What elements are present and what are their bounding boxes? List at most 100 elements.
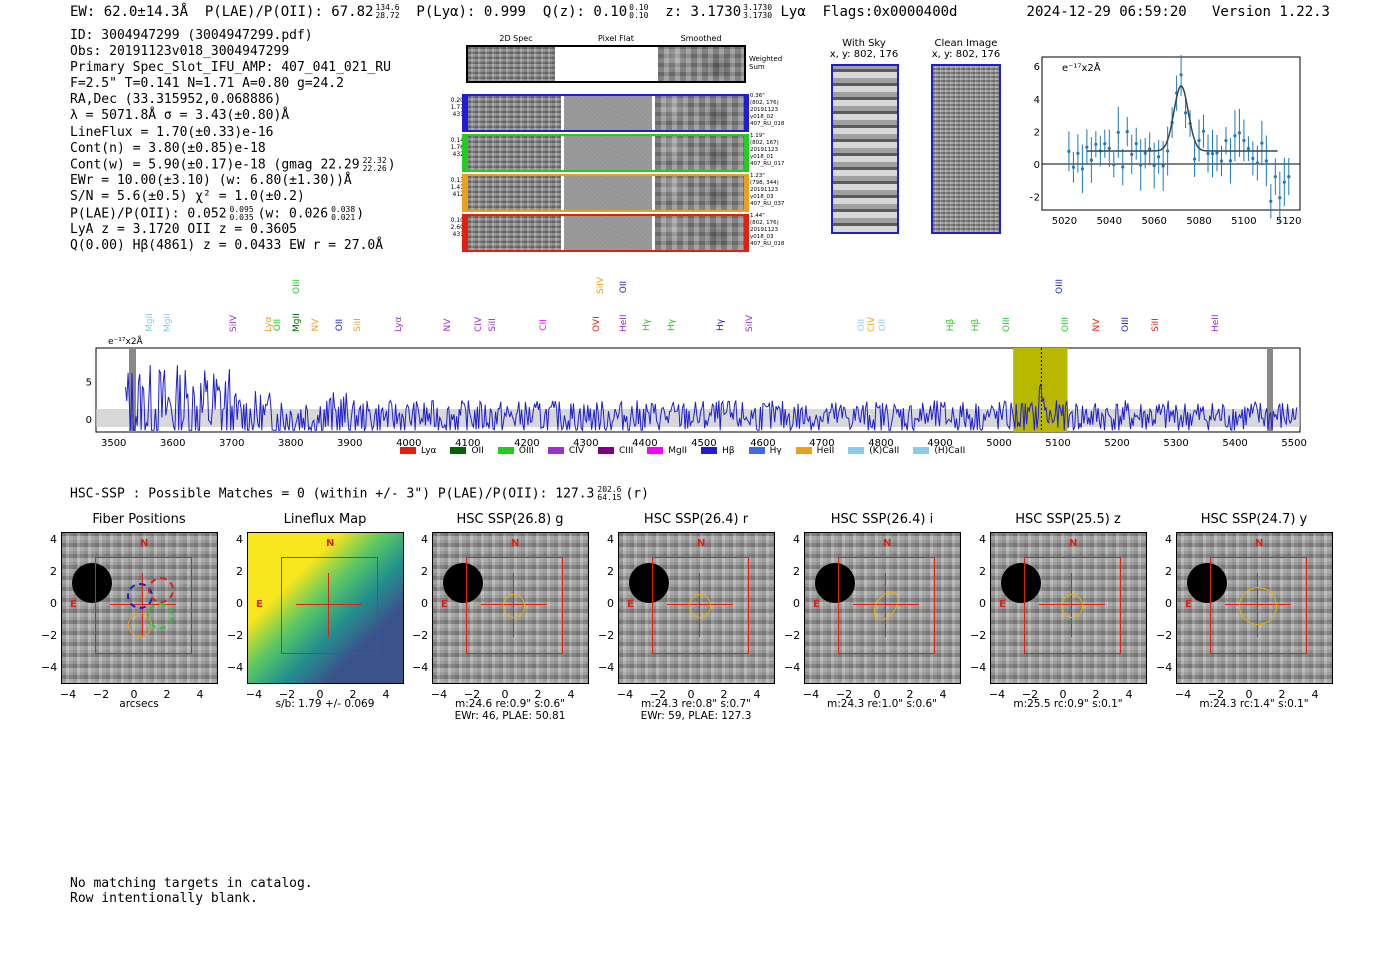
info-contw-row: Cont(w) = 5.90(±0.17)e-18 (gmag 22.29 22.… xyxy=(70,156,396,174)
hsc-x-tick: 0 xyxy=(501,688,509,701)
fiber-date: 20191123 xyxy=(750,147,778,153)
hsc-y-tick: −4 xyxy=(598,661,615,674)
info-plae-w-hi: 0.038 xyxy=(331,204,356,214)
col-smoothed: Smoothed xyxy=(680,34,722,43)
hsc-y-tick: −4 xyxy=(784,661,801,674)
info-primary: Primary Spec_Slot_IFU_AMP: 407_041_021_R… xyxy=(70,60,391,76)
info-sn: S/N = 5.6(±0.5) χ² = 1.0(±0.2) xyxy=(70,189,305,205)
fov-square xyxy=(281,557,378,654)
hsc-y-tick: 2 xyxy=(50,565,57,578)
spectrum-legend: Lyα OII OIII CIV CIII MgII Hβ Hγ HeII (K)CaII (H)C… xyxy=(400,446,979,456)
hsc-caption-2: EWr: 59, PLAE: 127.3 xyxy=(640,710,752,722)
qz-lo: 0.10 xyxy=(629,11,649,20)
spec2d-panel: 2D Spec Pixel Flat Smoothed Weighted Sum … xyxy=(451,34,806,254)
legend-label: (H)CaII xyxy=(934,446,966,456)
zoom-point xyxy=(1179,73,1183,77)
compass-north: N xyxy=(883,538,892,549)
fov-square xyxy=(838,557,935,654)
emission-line-label: OIII xyxy=(1055,278,1066,294)
compass-north: N xyxy=(140,538,149,549)
fiber-2d-image xyxy=(468,136,561,170)
emission-line-label: SiIV xyxy=(228,314,239,332)
zoom-x-tick: 5060 xyxy=(1141,216,1166,227)
hsc-panel-title: HSC SSP(26.8) g xyxy=(456,512,564,527)
compass-east: E xyxy=(813,599,820,610)
hsc-x-tick: 2 xyxy=(1092,688,1100,701)
info-lineflux: LineFlux = 1.70(±0.33)e-16 xyxy=(70,124,274,140)
hsc-y-tick: 4 xyxy=(793,533,800,546)
fiber-row-images xyxy=(466,214,746,252)
qz-value: Q(z): 0.10 xyxy=(542,4,628,20)
legend-entry: Hβ xyxy=(701,446,735,456)
zoom-point xyxy=(1089,158,1093,162)
bright-star xyxy=(72,563,112,603)
full-x-tick: 4500 xyxy=(691,438,716,449)
hsc-y-tick: −2 xyxy=(784,629,801,642)
zoom-point xyxy=(1269,199,1273,203)
zoom-data-points xyxy=(1067,55,1291,224)
emission-line-label: Lyα xyxy=(394,316,404,332)
zoom-point xyxy=(1197,138,1201,143)
zoom-point xyxy=(1080,167,1084,171)
hsc-header-hi: 202.6 xyxy=(597,485,622,494)
fiber-flat-image xyxy=(564,136,652,170)
weighted-sum-row xyxy=(466,45,746,83)
hsc-y-tick: −2 xyxy=(970,629,987,642)
info-lya: LyA z = 3.1720 OII z = 0.3605 xyxy=(70,222,297,238)
fiber-2d-image xyxy=(468,96,561,130)
hsc-panel: HSC SSP(26.4) r N E 4 2 0 −2 −4 −4 −2 0 2 4 m:24.… xyxy=(598,512,798,722)
hsc-x-tick: 4 xyxy=(753,688,761,701)
fiber-color-bar-right xyxy=(746,214,749,252)
info-plae-hi: 0.095 xyxy=(229,204,254,214)
hsc-x-tick: 2 xyxy=(1278,688,1286,701)
hsc-x-tick: −4 xyxy=(1174,688,1192,701)
legend-entry: Lyα xyxy=(400,446,436,456)
info-plae-w-lo: 0.021 xyxy=(331,212,356,222)
full-x-tick: 5100 xyxy=(1045,438,1070,449)
fiber-gap xyxy=(561,96,564,130)
hsc-y-tick: −4 xyxy=(227,661,244,674)
hsc-cutout-image: N E xyxy=(1176,532,1333,684)
emission-line-label: NV xyxy=(442,318,453,332)
fiber-color-bar xyxy=(462,214,466,252)
full-x-tick: 4400 xyxy=(632,438,657,449)
clean-coords: x, y: 802, 176 xyxy=(931,49,1001,60)
hsc-x-tick: −4 xyxy=(616,688,634,701)
zoom-point xyxy=(1107,146,1111,151)
fov-square xyxy=(1024,557,1121,654)
full-spec-unit: e⁻¹⁷x2Å xyxy=(108,337,143,347)
zoom-point xyxy=(1157,155,1161,159)
hsc-header-lo: 64.15 xyxy=(597,493,622,502)
hsc-y-tick: 2 xyxy=(1165,565,1172,578)
hsc-caption-2: EWr: 46, PLAE: 50.81 xyxy=(454,710,566,722)
zoom-point xyxy=(1246,147,1250,151)
z-value: z: 3.1730 xyxy=(665,4,742,20)
hsc-x-tick: −2 xyxy=(92,688,110,701)
legend-label: CIII xyxy=(619,446,634,456)
fiber-gap xyxy=(652,136,655,170)
hsc-y-tick: 4 xyxy=(1165,533,1172,546)
zoom-point xyxy=(1116,130,1120,134)
full-x-tick: 4300 xyxy=(573,438,598,449)
fiber-circle-orange xyxy=(128,613,152,637)
zoom-point xyxy=(1148,147,1152,151)
full-x-tick: 3900 xyxy=(337,438,362,449)
aperture-ellipse xyxy=(1061,594,1083,618)
hsc-panel: Lineflux Map N E 4 2 0 −2 −4 −4 −2 0 2 4 s/b: 1.7… xyxy=(227,512,427,722)
hsc-panel: HSC SSP(24.7) y N E 4 2 0 −2 −4 −4 −2 0 2 4 m:24.… xyxy=(1156,512,1356,722)
zoom-fit-curve xyxy=(1086,84,1278,152)
fiber-shot: v018_03 xyxy=(750,194,774,200)
emission-line-label: OII xyxy=(857,318,868,332)
legend-label: Hβ xyxy=(722,446,735,456)
fiber-gap xyxy=(561,216,564,250)
emission-line-label: NV xyxy=(1092,318,1103,332)
emission-line-label: OII xyxy=(877,318,888,332)
fiber-row-left-labels: 0.14 1.76 432 xyxy=(446,137,464,158)
info-fit: F=2.5" T=0.141 N=1.71 A=0.80 g=24.2 xyxy=(70,76,344,92)
zoom-point xyxy=(1161,164,1165,168)
clean-image xyxy=(931,64,1001,234)
legend-swatch xyxy=(598,447,615,454)
hsc-caption-1: m:24.6 re:0.9" s:0.6" xyxy=(455,698,565,710)
full-x-tick: 5300 xyxy=(1163,438,1188,449)
hsc-y-tick: 4 xyxy=(421,533,428,546)
